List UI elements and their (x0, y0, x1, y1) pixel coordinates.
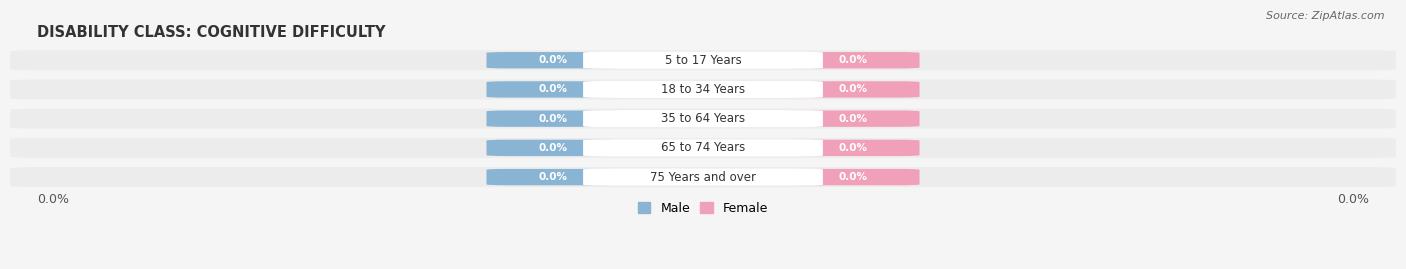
Text: 0.0%: 0.0% (538, 143, 568, 153)
FancyBboxPatch shape (786, 140, 920, 156)
FancyBboxPatch shape (786, 169, 920, 185)
FancyBboxPatch shape (786, 52, 920, 68)
FancyBboxPatch shape (10, 167, 1396, 187)
FancyBboxPatch shape (786, 81, 920, 98)
Text: 18 to 34 Years: 18 to 34 Years (661, 83, 745, 96)
Text: 0.0%: 0.0% (1337, 193, 1369, 206)
Text: 65 to 74 Years: 65 to 74 Years (661, 141, 745, 154)
Text: 35 to 64 Years: 35 to 64 Years (661, 112, 745, 125)
FancyBboxPatch shape (10, 80, 1396, 99)
Text: 0.0%: 0.0% (838, 172, 868, 182)
Text: 0.0%: 0.0% (538, 114, 568, 124)
Text: 0.0%: 0.0% (37, 193, 69, 206)
FancyBboxPatch shape (486, 52, 620, 68)
Text: 0.0%: 0.0% (538, 172, 568, 182)
FancyBboxPatch shape (583, 52, 823, 69)
Text: 0.0%: 0.0% (838, 55, 868, 65)
FancyBboxPatch shape (10, 109, 1396, 129)
FancyBboxPatch shape (583, 110, 823, 127)
FancyBboxPatch shape (10, 50, 1396, 70)
Text: Source: ZipAtlas.com: Source: ZipAtlas.com (1267, 11, 1385, 21)
Text: 0.0%: 0.0% (838, 143, 868, 153)
FancyBboxPatch shape (486, 111, 620, 127)
Legend: Male, Female: Male, Female (633, 197, 773, 220)
Text: 0.0%: 0.0% (538, 84, 568, 94)
FancyBboxPatch shape (486, 169, 620, 185)
FancyBboxPatch shape (786, 111, 920, 127)
Text: 75 Years and over: 75 Years and over (650, 171, 756, 184)
FancyBboxPatch shape (10, 138, 1396, 158)
FancyBboxPatch shape (583, 139, 823, 156)
FancyBboxPatch shape (583, 81, 823, 98)
Text: 0.0%: 0.0% (838, 84, 868, 94)
Text: 0.0%: 0.0% (538, 55, 568, 65)
Text: DISABILITY CLASS: COGNITIVE DIFFICULTY: DISABILITY CLASS: COGNITIVE DIFFICULTY (37, 25, 385, 40)
Text: 5 to 17 Years: 5 to 17 Years (665, 54, 741, 67)
FancyBboxPatch shape (486, 140, 620, 156)
Text: 0.0%: 0.0% (838, 114, 868, 124)
FancyBboxPatch shape (583, 169, 823, 186)
FancyBboxPatch shape (486, 81, 620, 98)
